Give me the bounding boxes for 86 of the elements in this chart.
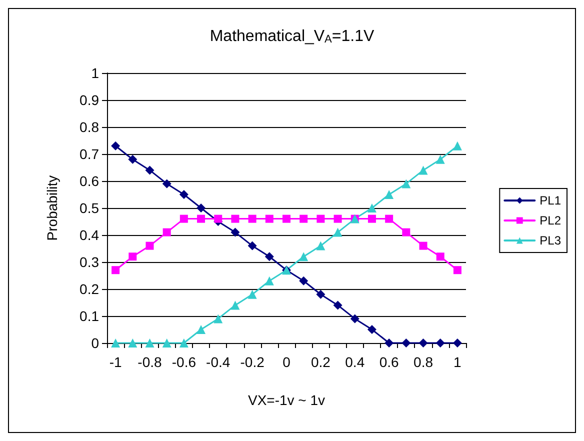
x-tick-label: -0.2 [240, 354, 265, 370]
point [385, 214, 394, 223]
point [402, 179, 411, 188]
point [316, 290, 326, 299]
point [418, 338, 428, 348]
point [350, 314, 360, 324]
point [248, 241, 257, 250]
point [436, 338, 445, 348]
point [112, 266, 120, 274]
point [282, 214, 290, 223]
y-tick-label: 0.8 [80, 119, 100, 135]
y-tick-label: 0 [91, 335, 100, 351]
point [368, 214, 376, 223]
point [230, 228, 240, 237]
point [230, 300, 240, 310]
point [180, 214, 188, 223]
point [316, 214, 325, 223]
point [197, 214, 206, 223]
y-tick-label: 0.4 [80, 227, 100, 243]
point [402, 228, 410, 236]
point [111, 141, 120, 150]
point [179, 190, 188, 199]
point [333, 228, 342, 237]
legend-label: PL3 [540, 234, 562, 248]
point [316, 241, 326, 250]
y-tick-label: 0.9 [80, 92, 100, 108]
point [214, 214, 222, 223]
point [452, 141, 462, 150]
point [419, 242, 428, 250]
point [128, 252, 137, 261]
x-tick-label: 0.8 [414, 354, 434, 370]
legend-label: PL2 [540, 214, 562, 228]
x-tick-label: 0.2 [310, 354, 331, 370]
point [300, 214, 308, 223]
y-tick-label: 0.1 [80, 308, 100, 324]
point [162, 179, 172, 188]
point [145, 166, 154, 175]
y-tick-label: 0.3 [80, 254, 100, 270]
x-tick-label: -0.4 [206, 354, 230, 370]
x-tick-label: 1 [454, 354, 462, 370]
point [128, 338, 138, 348]
y-tick-label: 0.2 [80, 281, 100, 297]
point [264, 276, 274, 286]
point [384, 338, 394, 348]
point [214, 314, 223, 324]
x-tick-label: -0.8 [138, 354, 162, 370]
point [145, 338, 154, 348]
y-axis-title: Probability [44, 175, 60, 241]
point [146, 242, 154, 250]
point [111, 338, 120, 348]
chart-title: Mathematical_VA=1.1V [210, 28, 374, 46]
point [248, 214, 256, 223]
point [402, 338, 411, 348]
x-tick-label: 0.6 [379, 354, 400, 370]
y-tick-label: 1 [91, 65, 100, 81]
point [436, 252, 444, 261]
point [162, 228, 171, 236]
point [162, 338, 172, 348]
point [452, 338, 462, 348]
point [265, 214, 274, 223]
point [299, 276, 308, 286]
point [436, 154, 445, 164]
y-tick-label: 0.5 [80, 200, 100, 216]
point [196, 325, 206, 334]
x-tick-label: -0.6 [172, 354, 196, 370]
point [128, 154, 138, 164]
legend-label: PL1 [540, 194, 562, 208]
point [453, 266, 462, 274]
x-tick-label: -1 [109, 354, 122, 370]
point [418, 166, 428, 175]
point [367, 204, 376, 212]
point [334, 214, 342, 223]
point [299, 252, 308, 262]
point [264, 252, 274, 262]
point [367, 325, 376, 334]
point [179, 338, 188, 348]
point [248, 290, 257, 299]
x-tick-label: 0.4 [345, 354, 365, 370]
point [333, 300, 342, 310]
y-tick-label: 0.6 [80, 173, 100, 189]
point [384, 190, 394, 199]
point [196, 204, 206, 212]
point [231, 214, 240, 223]
x-tick-label: 0 [282, 354, 291, 370]
y-tick-label: 0.7 [80, 146, 100, 162]
x-axis-title: VX=-1v ~ 1v [248, 392, 326, 408]
